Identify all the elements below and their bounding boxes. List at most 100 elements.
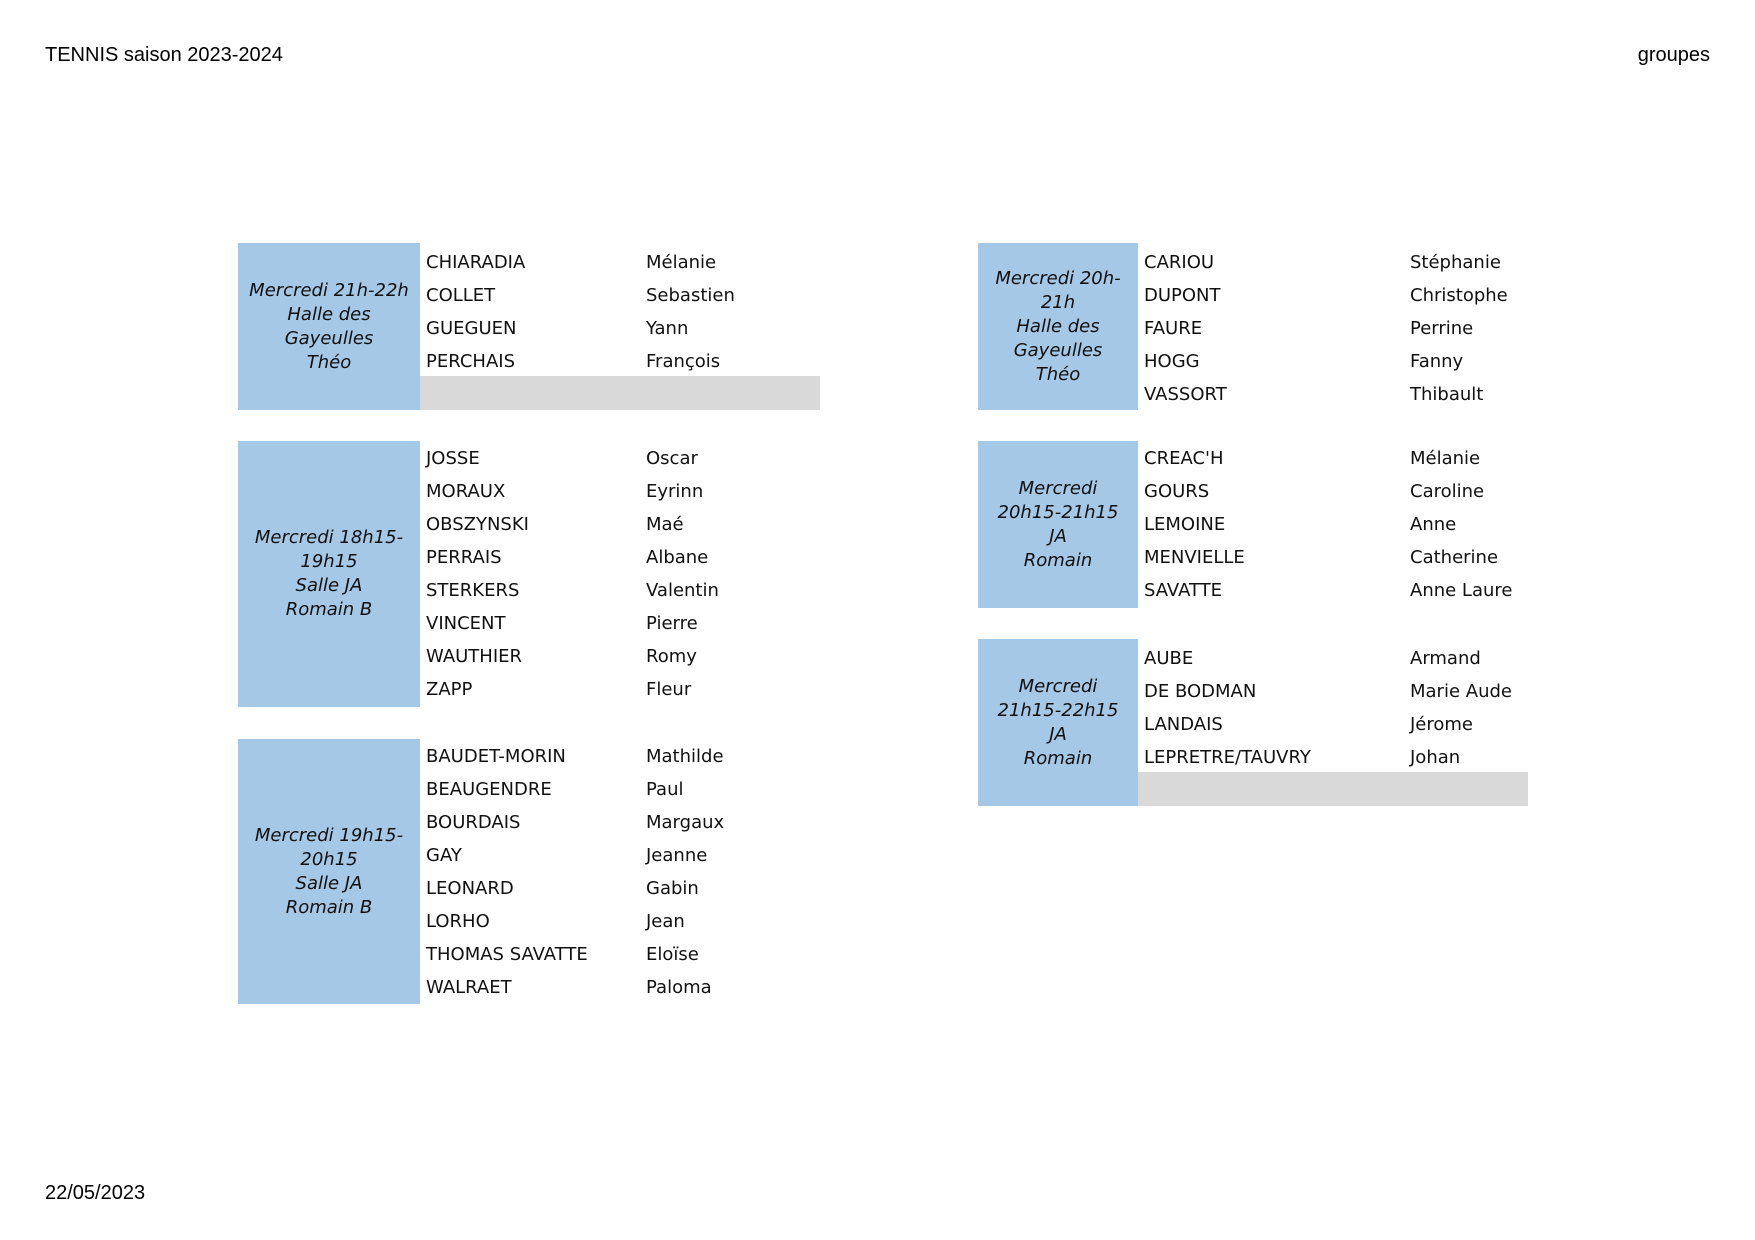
- member-last-name: CHIARADIA: [426, 252, 526, 273]
- member-first-name: Mélanie: [1410, 448, 1481, 469]
- member-last-name: LEONARD: [426, 878, 514, 899]
- member-row: THOMAS SAVATTE Eloïse: [420, 938, 820, 971]
- member-last-name: LEMOINE: [1144, 514, 1226, 535]
- member-last-name: LANDAIS: [1144, 714, 1223, 735]
- member-last-name: THOMAS SAVATTE: [426, 944, 588, 965]
- member-row: BAUDET-MORIN Mathilde: [420, 740, 820, 773]
- member-row: GUEGUEN Yann: [420, 312, 820, 345]
- member-last-name: VASSORT: [1144, 384, 1227, 405]
- member-last-name: CARIOU: [1144, 252, 1215, 273]
- group-block: Mercredi 20h- 21h Halle des Gayeulles Théo CA…: [978, 243, 1528, 410]
- group-label-box: Mercredi 21h15-22h15 JA Romain: [978, 639, 1138, 806]
- group-label-box: Mercredi 18h15- 19h15 Salle JA Romain B: [238, 441, 420, 707]
- member-row: MENVIELLE Catherine: [1138, 541, 1528, 574]
- group-block: Mercredi 18h15- 19h15 Salle JA Romain B JOSS…: [238, 441, 820, 707]
- group-schedule-label: Mercredi 21h-22h Halle des Gayeulles Théo: [249, 279, 409, 375]
- member-last-name: WALRAET: [426, 977, 512, 998]
- group-schedule-label: Mercredi 20h15-21h15 JA Romain: [998, 477, 1119, 573]
- member-row: JOSSE Oscar: [420, 442, 820, 475]
- group-schedule-label: Mercredi 20h- 21h Halle des Gayeulles Théo: [995, 267, 1120, 387]
- group-schedule-label: Mercredi 19h15- 20h15 Salle JA Romain B: [255, 824, 403, 920]
- member-first-name: Anne: [1410, 514, 1457, 535]
- member-first-name: Paul: [646, 779, 684, 800]
- member-first-name: Fleur: [646, 679, 692, 700]
- member-row: FAURE Perrine: [1138, 312, 1528, 345]
- member-last-name: GUEGUEN: [426, 318, 517, 339]
- group-label-line: Romain: [1023, 747, 1093, 769]
- member-last-name: DE BODMAN: [1144, 681, 1257, 702]
- group-block: Mercredi 21h-22h Halle des Gayeulles Théo CH…: [238, 243, 820, 410]
- group-schedule-label: Mercredi 18h15- 19h15 Salle JA Romain B: [255, 526, 403, 622]
- group-label-line: Gayeulles: [284, 327, 374, 349]
- group-label-box: Mercredi 19h15- 20h15 Salle JA Romain B: [238, 739, 420, 1004]
- member-first-name: Perrine: [1410, 318, 1474, 339]
- group-label-line: Mercredi 18h15-: [254, 527, 404, 548]
- member-last-name: OBSZYNSKI: [426, 514, 529, 535]
- member-last-name: MENVIELLE: [1144, 547, 1245, 568]
- member-first-name: Jérome: [1410, 714, 1474, 735]
- member-last-name: AUBE: [1144, 648, 1194, 669]
- member-first-name: Mélanie: [646, 252, 717, 273]
- group-label-line: Gayeulles: [1013, 339, 1103, 361]
- group-label-box: Mercredi 21h-22h Halle des Gayeulles Théo: [238, 243, 420, 410]
- member-row: CREAC'H Mélanie: [1138, 442, 1528, 475]
- member-first-name: Jean: [646, 911, 685, 932]
- member-last-name: SAVATTE: [1144, 580, 1223, 601]
- member-first-name: Sebastien: [646, 285, 735, 306]
- member-last-name: JOSSE: [426, 448, 480, 469]
- member-first-name: Catherine: [1410, 547, 1499, 568]
- member-row: PERRAIS Albane: [420, 541, 820, 574]
- member-first-name: Margaux: [646, 812, 725, 833]
- member-row: LEMOINE Anne: [1138, 508, 1528, 541]
- member-row: VASSORT Thibault: [1138, 378, 1528, 411]
- member-first-name: Thibault: [1410, 384, 1484, 405]
- member-last-name: MORAUX: [426, 481, 506, 502]
- member-first-name: Fanny: [1410, 351, 1464, 372]
- member-first-name: François: [646, 351, 721, 372]
- group-label-box: Mercredi 20h15-21h15 JA Romain: [978, 441, 1138, 608]
- member-row: OBSZYNSKI Maé: [420, 508, 820, 541]
- member-last-name: PERCHAIS: [426, 351, 515, 372]
- member-first-name: Stéphanie: [1410, 252, 1501, 273]
- member-last-name: DUPONT: [1144, 285, 1221, 306]
- document-date: 22/05/2023: [45, 1182, 146, 1204]
- member-first-name: Gabin: [646, 878, 699, 899]
- member-row: MORAUX Eyrinn: [420, 475, 820, 508]
- group-label-box: Mercredi 20h- 21h Halle des Gayeulles Théo: [978, 243, 1138, 410]
- member-last-name: BEAUGENDRE: [426, 779, 552, 800]
- member-row: DUPONT Christophe: [1138, 279, 1528, 312]
- group-block: Mercredi 20h15-21h15 JA Romain CREAC'H Mélani…: [978, 441, 1528, 608]
- member-first-name: Anne Laure: [1410, 580, 1513, 601]
- member-row: LEPRETRE/TAUVRY Johan: [1138, 741, 1528, 774]
- member-first-name: Yann: [646, 318, 689, 339]
- member-row: LEONARD Gabin: [420, 872, 820, 905]
- member-first-name: Paloma: [646, 977, 712, 998]
- member-last-name: BOURDAIS: [426, 812, 521, 833]
- group-block: Mercredi 19h15- 20h15 Salle JA Romain B BAUD…: [238, 739, 820, 1004]
- document-section: groupes: [1637, 44, 1710, 66]
- group-label-line: Mercredi: [1018, 675, 1098, 697]
- member-last-name: CREAC'H: [1144, 448, 1224, 469]
- group-label-line: 20h15-21h15: [997, 501, 1119, 523]
- member-last-name: GOURS: [1144, 481, 1210, 502]
- group-label-line: Salle JA: [295, 872, 363, 894]
- member-row: DE BODMAN Marie Aude: [1138, 675, 1528, 708]
- member-last-name: WAUTHIER: [426, 646, 523, 667]
- member-row: GOURS Caroline: [1138, 475, 1528, 508]
- group-label-line: Théo: [306, 351, 352, 373]
- group-label-line: 19h15: [300, 551, 358, 572]
- member-last-name: BAUDET-MORIN: [426, 746, 566, 767]
- member-row: CHIARADIA Mélanie: [420, 246, 820, 279]
- member-first-name: Albane: [646, 547, 709, 568]
- member-row: BOURDAIS Margaux: [420, 806, 820, 839]
- member-row: SAVATTE Anne Laure: [1138, 574, 1528, 607]
- member-row: VINCENT Pierre: [420, 607, 820, 640]
- member-first-name: Christophe: [1410, 285, 1508, 306]
- member-row: COLLET Sebastien: [420, 279, 820, 312]
- member-row: GAY Jeanne: [420, 839, 820, 872]
- member-row: WAUTHIER Romy: [420, 640, 820, 673]
- member-last-name: STERKERS: [426, 580, 520, 601]
- document-title: TENNIS saison 2023-2024: [45, 44, 283, 66]
- member-first-name: Oscar: [646, 448, 698, 469]
- member-first-name: Marie Aude: [1410, 681, 1512, 702]
